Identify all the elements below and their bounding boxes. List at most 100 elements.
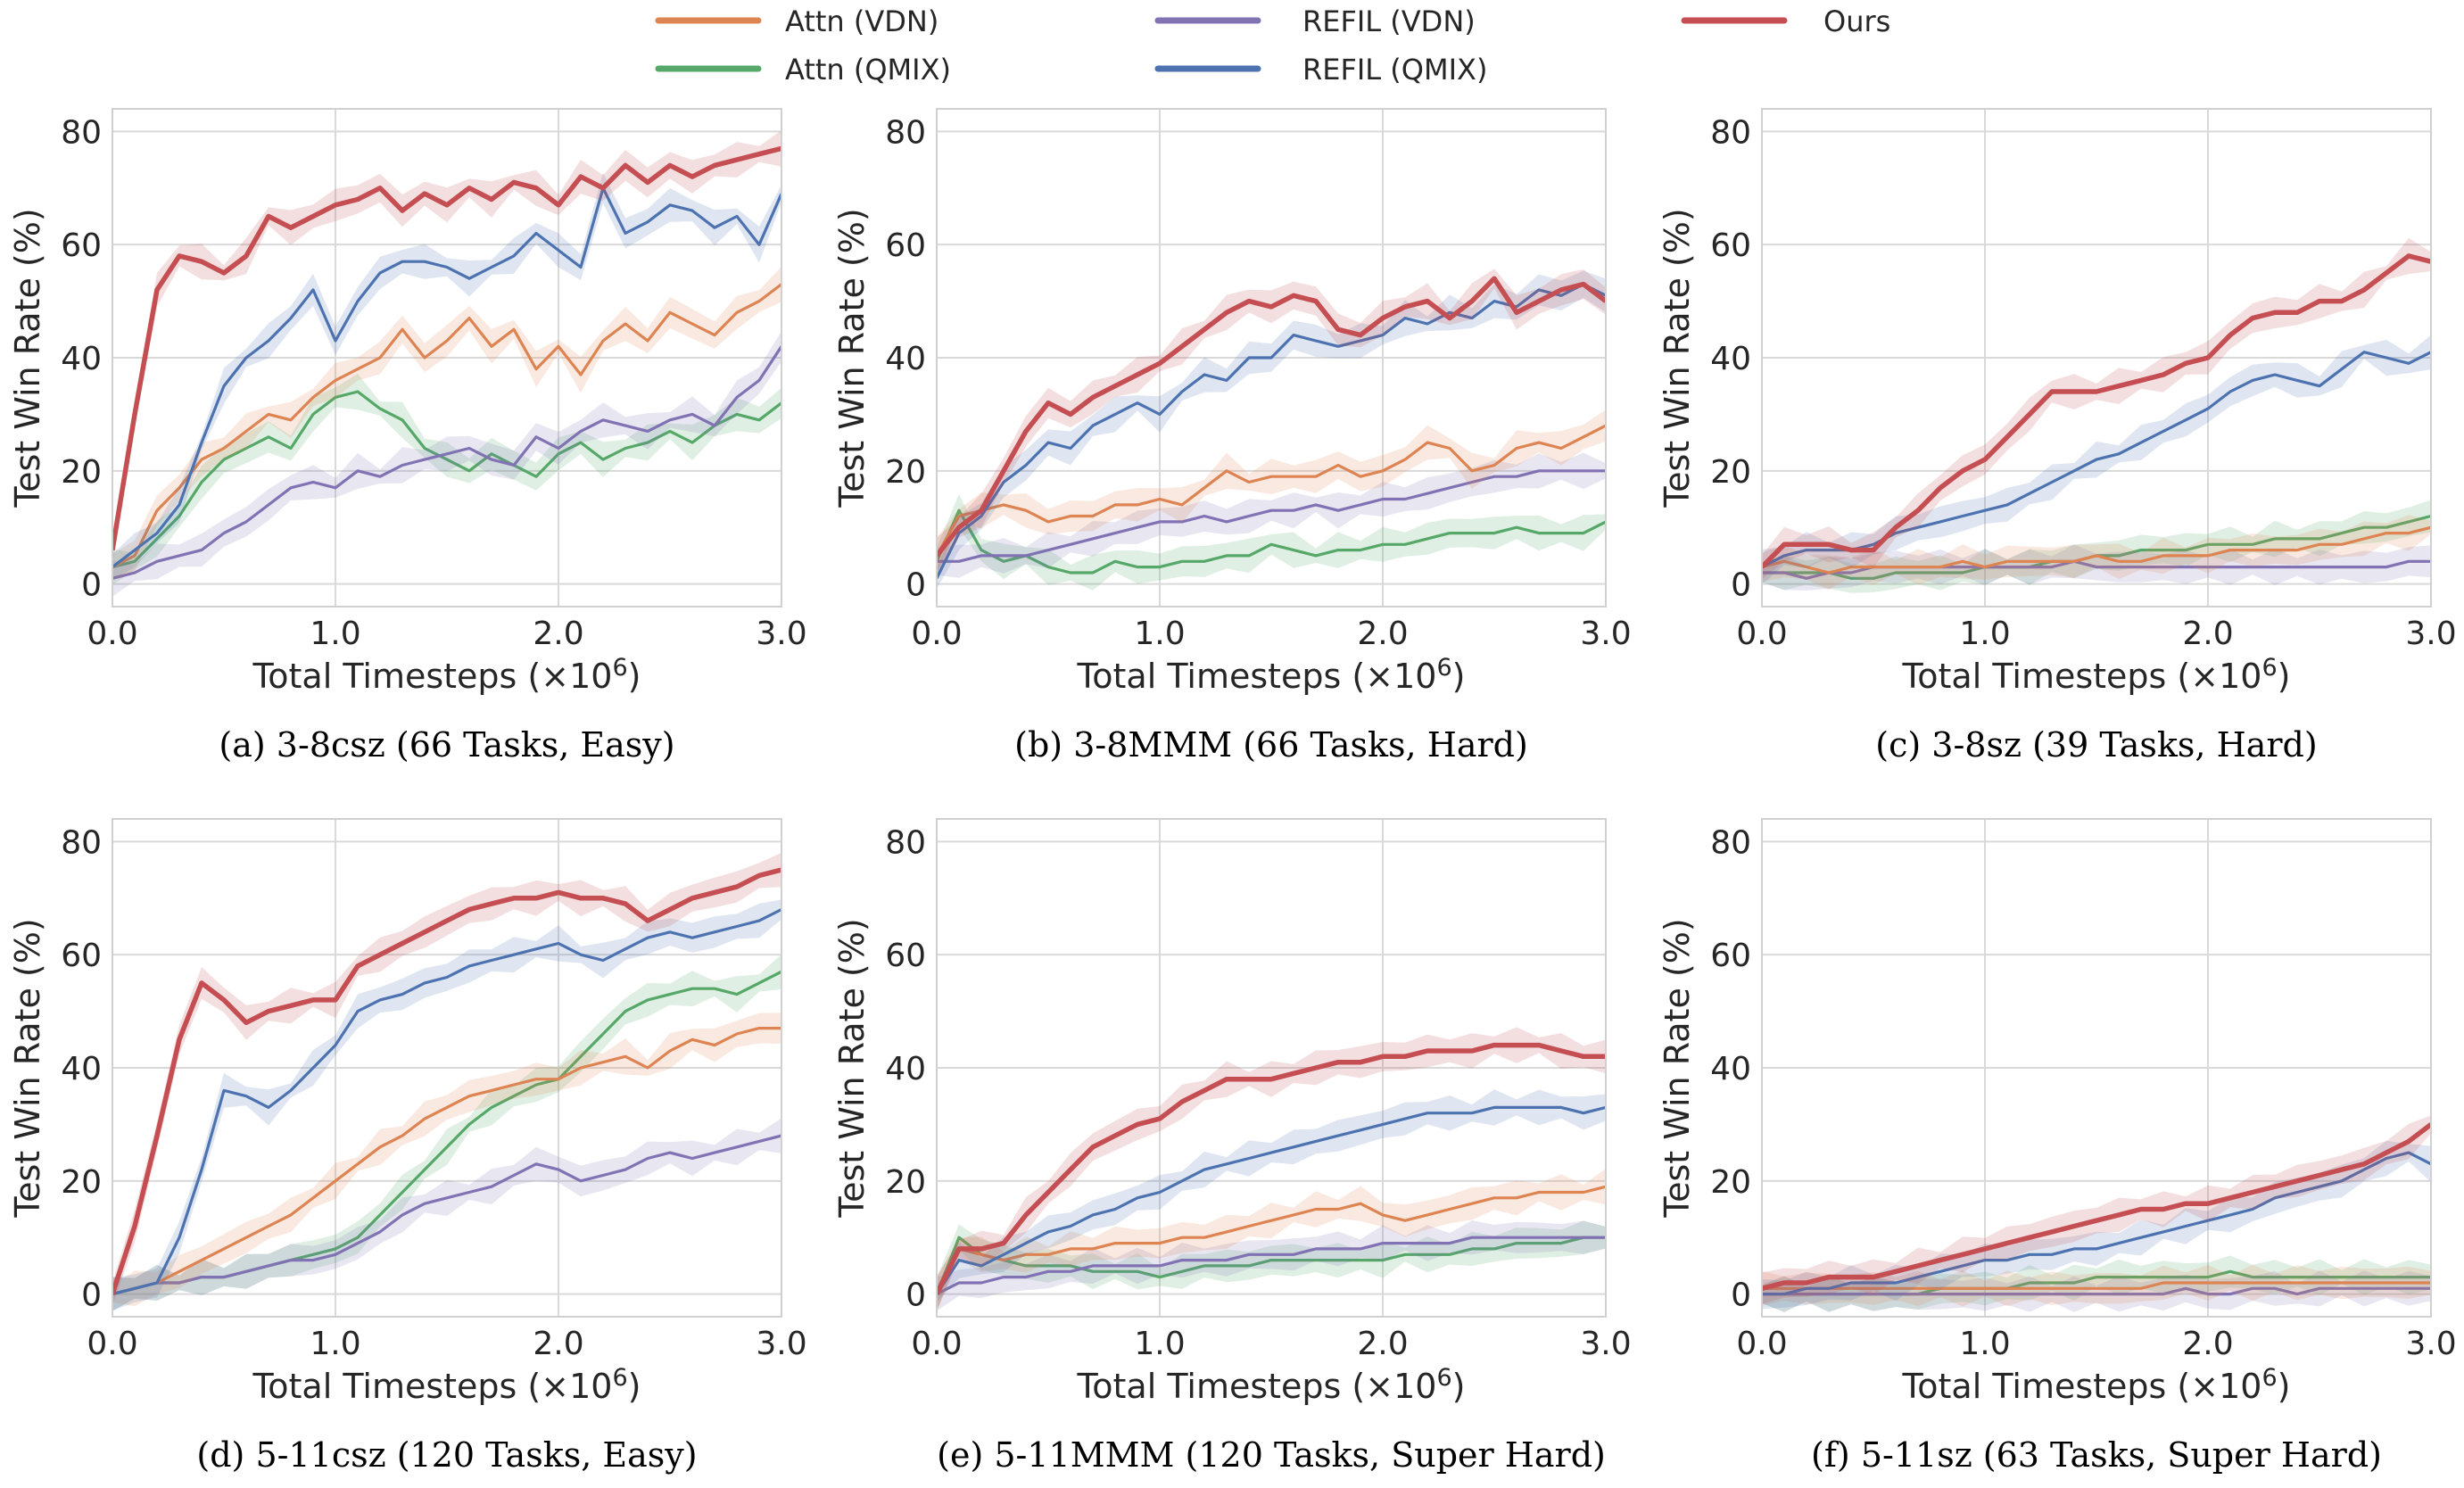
- y-axis-label: Test Win Rate (%): [832, 208, 872, 508]
- series-line-attn-vdn: [937, 424, 1606, 557]
- x-tick-label: 2.0: [1357, 1326, 1408, 1362]
- panel-caption: (e) 5-11MMM (120 Tasks, Super Hard): [937, 1435, 1606, 1475]
- y-tick-label: 20: [61, 1164, 102, 1201]
- y-tick-label: 60: [1710, 227, 1751, 264]
- y-tick-label: 60: [61, 227, 102, 264]
- y-tick-label: 20: [885, 454, 926, 491]
- x-tick-label: 1.0: [310, 1326, 360, 1362]
- series-layer: [112, 852, 781, 1311]
- chart-panel-a: 0 20 40 60 80 0.0 1.0 2.0 3.0 Total Timesteps (×1…: [8, 108, 807, 765]
- x-axis-label: Total Timesteps (×106): [1902, 1364, 2291, 1406]
- y-tick-label: 0: [1731, 1277, 1751, 1314]
- x-tick-label: 1.0: [1959, 616, 2010, 652]
- legend-item-attn-qmix: Attn (QMIX): [655, 53, 951, 87]
- series-band-attn-vdn: [1762, 1264, 2431, 1307]
- series-line-refil-qmix: [112, 186, 781, 568]
- series-band-refil-vdn: [112, 331, 781, 597]
- x-tick-label: 1.0: [1959, 1326, 2010, 1362]
- series-band-refil-vdn: [1762, 1270, 2431, 1312]
- x-tick-label: 2.0: [2182, 1326, 2233, 1362]
- series-line-ours: [112, 867, 781, 1295]
- legend-label: REFIL (VDN): [1302, 4, 1476, 38]
- y-tick-label: 40: [61, 1051, 102, 1087]
- chart-panels: 0 20 40 60 80 0.0 1.0 2.0 3.0 Total Timesteps (×1…: [8, 108, 2457, 1475]
- panel-caption: (b) 3-8MMM (66 Tasks, Hard): [1014, 725, 1528, 765]
- plot-frame: [1761, 818, 2432, 1318]
- y-tick-label: 60: [61, 938, 102, 974]
- panel-caption: (c) 3-8sz (39 Tasks, Hard): [1875, 725, 2317, 765]
- y-tick-label: 80: [61, 114, 102, 151]
- y-tick-label: 80: [885, 824, 926, 861]
- series-line-attn-vdn: [1762, 1281, 2431, 1290]
- series-line-refil-qmix: [1762, 351, 2431, 569]
- x-tick-label: 1.0: [310, 616, 360, 652]
- y-axis-label: Test Win Rate (%): [8, 208, 47, 508]
- y-tick-label: 20: [1710, 454, 1751, 491]
- series-band-attn-vdn: [937, 409, 1606, 575]
- y-tick-label: 0: [905, 567, 926, 604]
- y-axis-label: Test Win Rate (%): [1658, 208, 1697, 508]
- series-line-attn-vdn: [112, 283, 781, 569]
- series-layer: [937, 1027, 1606, 1312]
- panel-caption: (f) 5-11sz (63 Tasks, Super Hard): [1811, 1435, 2382, 1475]
- y-tick-label: 20: [1710, 1164, 1751, 1201]
- x-axis-label: Total Timesteps (×106): [1902, 654, 2291, 696]
- series-line-attn-qmix: [937, 1236, 1606, 1295]
- x-tick-label: 3.0: [1580, 616, 1631, 652]
- x-tick-label: 3.0: [1580, 1326, 1631, 1362]
- series-line-refil-vdn: [1762, 1286, 2431, 1296]
- y-tick-label: 0: [81, 567, 102, 604]
- y-tick-label: 40: [61, 341, 102, 377]
- series-line-attn-vdn: [112, 1027, 781, 1296]
- series-line-ours: [937, 1042, 1606, 1295]
- y-tick-label: 80: [1710, 114, 1751, 151]
- series-band-refil-qmix: [112, 899, 781, 1310]
- x-axis-label: Total Timesteps (×106): [1077, 654, 1466, 696]
- series-band-refil-qmix: [937, 1089, 1606, 1302]
- x-tick-label: 0.0: [1736, 616, 1787, 652]
- x-tick-label: 2.0: [533, 1326, 583, 1362]
- series-band-refil-qmix: [112, 172, 781, 580]
- series-layer: [1762, 237, 2431, 593]
- legend-item-refil-qmix: REFIL (QMIX): [1154, 53, 1487, 87]
- legend-item-refil-vdn: REFIL (VDN): [1154, 4, 1476, 38]
- x-tick-label: 2.0: [2182, 616, 2233, 652]
- series-band-ours: [112, 852, 781, 1306]
- y-axis-label: Test Win Rate (%): [1658, 918, 1697, 1218]
- series-band-attn-vdn: [937, 1169, 1606, 1311]
- series-band-refil-qmix: [1762, 1140, 2431, 1310]
- y-tick-label: 40: [885, 1051, 926, 1087]
- series-line-ours: [1762, 1122, 2431, 1291]
- series-line-attn-vdn: [1762, 525, 2431, 575]
- series-band-ours: [1762, 1115, 2431, 1304]
- y-tick-label: 0: [1731, 567, 1751, 604]
- x-tick-label: 0.0: [911, 616, 962, 652]
- y-tick-label: 20: [885, 1164, 926, 1201]
- x-axis-label: Total Timesteps (×106): [1077, 1364, 1466, 1406]
- series-layer: [937, 269, 1606, 591]
- series-band-ours: [1762, 237, 2431, 580]
- series-line-ours: [1762, 253, 2431, 569]
- y-tick-label: 60: [1710, 938, 1751, 974]
- x-tick-label: 0.0: [911, 1326, 962, 1362]
- series-line-ours: [937, 276, 1606, 558]
- series-band-attn-vdn: [112, 266, 781, 581]
- series-line-refil-vdn: [937, 1236, 1606, 1296]
- y-tick-label: 80: [885, 114, 926, 151]
- x-tick-label: 2.0: [1357, 616, 1408, 652]
- series-band-ours: [112, 130, 781, 566]
- legend-label: Ours: [1823, 4, 1890, 38]
- y-tick-label: 60: [885, 938, 926, 974]
- legend-item-ours: Ours: [1681, 4, 1890, 38]
- chart-panel-f: 0 20 40 60 80 0.0 1.0 2.0 3.0 Total Timesteps (×1…: [1658, 818, 2457, 1475]
- series-line-refil-qmix: [937, 283, 1606, 580]
- y-tick-label: 40: [885, 341, 926, 377]
- x-tick-label: 3.0: [756, 1326, 806, 1362]
- series-line-refil-vdn: [112, 345, 781, 580]
- legend-label: Attn (VDN): [785, 4, 938, 38]
- chart-panel-c: 0 20 40 60 80 0.0 1.0 2.0 3.0 Total Timesteps (×1…: [1658, 108, 2457, 765]
- series-band-attn-vdn: [1762, 515, 2431, 591]
- plot-frame: [112, 108, 782, 608]
- y-tick-label: 60: [885, 227, 926, 264]
